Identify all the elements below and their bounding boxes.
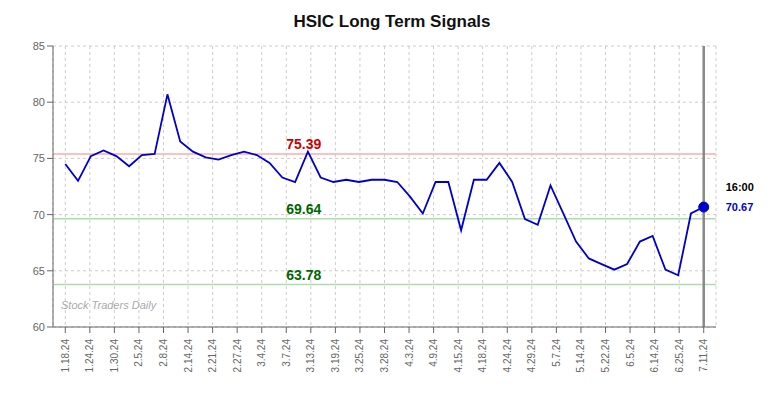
svg-text:63.78: 63.78 [286,267,321,283]
svg-text:2.8.24: 2.8.24 [158,339,169,367]
svg-text:3.13.24: 3.13.24 [305,339,316,373]
svg-text:2.14.24: 2.14.24 [183,339,194,373]
svg-text:Stock Traders Daily: Stock Traders Daily [61,299,158,311]
svg-text:3.25.24: 3.25.24 [354,339,365,373]
html-text:HSIC Long Term Signals: HSIC Long Term Signals [293,12,491,31]
svg-text:85: 85 [33,40,45,52]
svg-text:5.7.24: 5.7.24 [551,339,562,367]
svg-text:2.27.24: 2.27.24 [232,339,243,373]
svg-text:1.24.24: 1.24.24 [84,339,95,373]
svg-text:4.3.24: 4.3.24 [404,339,415,367]
svg-text:75.39: 75.39 [286,136,321,152]
svg-text:3.7.24: 3.7.24 [281,339,292,367]
svg-text:80: 80 [33,96,45,108]
svg-text:4.24.24: 4.24.24 [502,339,513,373]
svg-text:6.25.24: 6.25.24 [674,339,685,373]
svg-text:2.21.24: 2.21.24 [207,339,218,373]
svg-text:1.30.24: 1.30.24 [109,339,120,373]
svg-text:1.18.24: 1.18.24 [60,339,71,373]
svg-text:6.5.24: 6.5.24 [625,339,636,367]
svg-text:6.14.24: 6.14.24 [649,339,660,373]
svg-text:75: 75 [33,152,45,164]
svg-text:4.9.24: 4.9.24 [428,339,439,367]
svg-text:3.4.24: 3.4.24 [256,339,267,367]
svg-text:5.14.24: 5.14.24 [575,339,586,373]
svg-text:3.19.24: 3.19.24 [330,339,341,373]
svg-text:3.28.24: 3.28.24 [379,339,390,373]
svg-text:70.67: 70.67 [726,201,754,213]
svg-text:60: 60 [33,321,45,333]
svg-text:69.64: 69.64 [286,201,321,217]
svg-text:4.29.24: 4.29.24 [526,339,537,373]
svg-text:70: 70 [33,209,45,221]
svg-text:7.11.24: 7.11.24 [698,339,709,372]
svg-text:4.15.24: 4.15.24 [453,339,464,373]
svg-text:2.5.24: 2.5.24 [133,339,144,367]
svg-text:65: 65 [33,265,45,277]
svg-text:16:00: 16:00 [726,181,754,193]
svg-text:5.22.24: 5.22.24 [600,339,611,373]
svg-text:4.18.24: 4.18.24 [477,339,488,373]
